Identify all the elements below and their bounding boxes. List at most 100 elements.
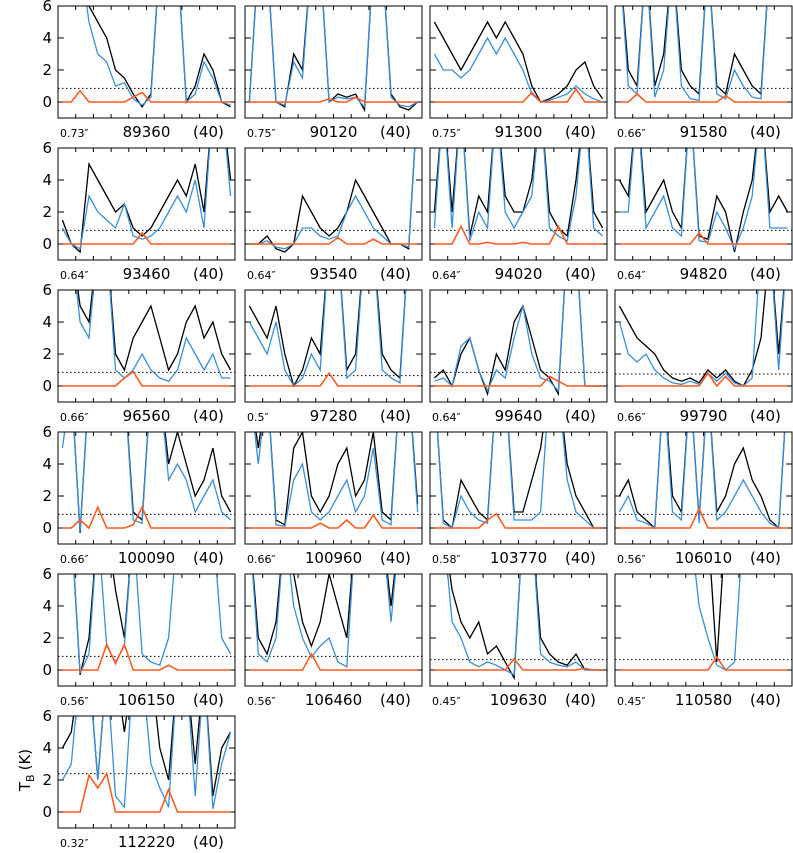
panel-note: (40) [380, 265, 411, 283]
plot-area [58, 574, 235, 675]
panel-frame [244, 431, 423, 545]
y-tick-label: 2 [42, 345, 52, 363]
panel: 0.56″ 106460 (40) [244, 573, 423, 709]
spectrum-line [434, 290, 603, 393]
plot-area [430, 290, 607, 397]
spectrum-line [433, 148, 604, 242]
spectrum-line [618, 290, 785, 387]
spectrum-line [249, 513, 418, 529]
spectrum-line [694, 574, 741, 671]
plot-area [615, 6, 792, 103]
spectrum-line [254, 432, 419, 528]
panel-frame [429, 147, 608, 261]
beam-label: 0.66″ [60, 553, 89, 566]
plot-area [58, 290, 235, 387]
spectrum-line [434, 375, 603, 387]
beam-label: 0.5″ [247, 411, 269, 424]
beam-label: 0.32″ [60, 837, 89, 849]
spectrum-line [436, 432, 603, 529]
panel-note: (40) [750, 265, 781, 283]
panel-frame [614, 147, 793, 261]
spectrum-line [61, 716, 232, 797]
y-axis-label: TB (K) [16, 749, 37, 792]
plot-area [58, 432, 235, 533]
panel-title: 93460 [123, 265, 171, 283]
spectrum-line [618, 290, 785, 387]
spectrum-line [62, 89, 231, 103]
spectrum-line [75, 290, 231, 382]
panel: 0 2 4 6 0.66″ 100090 (40) [42, 423, 236, 567]
panel-note: (40) [565, 265, 596, 283]
spectrum-line [249, 148, 416, 250]
spectrum-line [248, 6, 419, 113]
panel-note: (40) [565, 691, 596, 709]
spectrum-line [248, 290, 407, 388]
y-tick-label: 0 [42, 661, 52, 679]
panel-title: 106150 [118, 691, 175, 709]
spectrum-line [252, 574, 396, 656]
panel: 0.5″ 97280 (40) [244, 289, 423, 425]
panel-frame [614, 5, 793, 119]
spectrum-line [62, 642, 231, 671]
panel-note: (40) [750, 549, 781, 567]
spectrum-line [62, 771, 231, 813]
y-tick-label: 0 [42, 235, 52, 253]
y-tick-label: 6 [42, 139, 52, 157]
spectrum-line [248, 6, 418, 109]
beam-label: 0.45″ [432, 695, 461, 708]
panel-note: (40) [380, 691, 411, 709]
spectrum-line [77, 290, 232, 372]
spectrum-line [619, 506, 788, 529]
panel-note: (40) [193, 691, 224, 709]
panel-title: 110580 [675, 691, 732, 709]
panel: 0.64″ 93540 (40) [244, 147, 423, 283]
y-tick-label: 2 [42, 61, 52, 79]
plot-area [430, 432, 607, 530]
panel-title: 91300 [495, 123, 543, 141]
panel-title: 99790 [680, 407, 728, 425]
spectrum-line [249, 96, 418, 103]
y-tick-label: 6 [42, 423, 52, 441]
plot-area [58, 716, 235, 813]
panel-frame [57, 147, 236, 261]
beam-label: 0.45″ [617, 695, 646, 708]
beam-label: 0.64″ [247, 269, 276, 282]
panel-title: 94020 [495, 265, 543, 283]
spectrum-line [249, 236, 418, 245]
spectrum-line [619, 231, 788, 245]
panel: 0.75″ 90120 (40) [244, 5, 423, 141]
panel: 0.56″ 106010 (40) [614, 431, 793, 567]
spectrum-line [61, 716, 232, 809]
panel: 0 2 4 6 0.32″ 112220 (40) [42, 707, 236, 851]
panel-frame [244, 289, 423, 403]
panel-frame [614, 289, 793, 403]
beam-label: 0.66″ [617, 127, 646, 140]
beam-label: 0.56″ [60, 695, 89, 708]
panel-title: 112220 [118, 833, 175, 849]
panel-title: 93540 [310, 265, 358, 283]
panel-note: (40) [193, 265, 224, 283]
spectrum-line [433, 20, 604, 103]
panel-note: (40) [565, 123, 596, 141]
beam-label: 0.66″ [60, 411, 89, 424]
beam-label: 0.66″ [247, 553, 276, 566]
y-tick-label: 6 [42, 565, 52, 583]
panel-note: (40) [750, 123, 781, 141]
plot-area [58, 148, 235, 254]
spectrum-line [248, 290, 407, 388]
panel: 0.45″ 110580 (40) [614, 573, 793, 709]
y-tick-label: 6 [42, 0, 52, 15]
panel-title: 91580 [680, 123, 728, 141]
panel-note: (40) [750, 407, 781, 425]
panel-frame [429, 573, 608, 687]
spectrum-line [73, 574, 232, 674]
beam-label: 0.66″ [617, 411, 646, 424]
spectrum-line [434, 657, 603, 671]
spectrum-line [434, 224, 603, 245]
spectrum-line [622, 6, 768, 102]
panel-note: (40) [193, 123, 224, 141]
beam-label: 0.75″ [247, 127, 276, 140]
plot-area [245, 432, 422, 529]
panel-title: 100960 [305, 549, 362, 567]
